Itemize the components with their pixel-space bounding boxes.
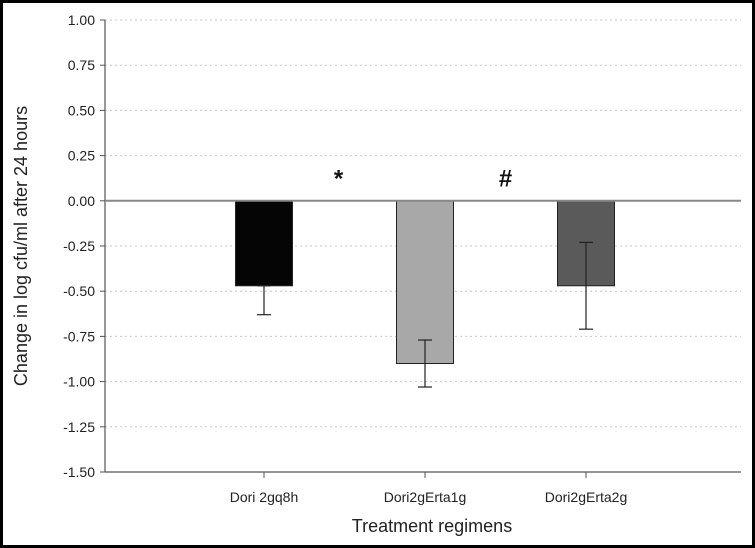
y-tick-label: -1.50 (63, 464, 95, 480)
x-tick-label: Dori2gErta2g (545, 489, 628, 505)
annotation-2: # (499, 166, 512, 193)
x-ticks: Dori 2gq8h Dori2gErta1g Dori2gErta2g (230, 472, 628, 505)
y-tick-label: 0.00 (68, 193, 95, 209)
error-bars (257, 241, 593, 388)
y-ticks: 1.00 0.75 0.50 0.25 0.00 -0.25 -0.50 -0.75 -1.00… (63, 12, 105, 480)
y-tick-label: -0.75 (63, 328, 95, 344)
annotation-1: * (334, 166, 344, 193)
y-tick-label: 1.00 (68, 12, 95, 28)
y-tick-label: -0.50 (63, 283, 95, 299)
y-tick-label: 0.75 (68, 57, 95, 73)
y-tick-label: -1.00 (63, 374, 95, 390)
y-axis-title: Change in log cfu/ml after 24 hours (11, 106, 31, 386)
x-axis-title: Treatment regimens (352, 516, 512, 536)
bars (235, 200, 615, 365)
y-tick-label: 0.25 (68, 148, 95, 164)
bar-2 (396, 200, 454, 365)
bar-1 (235, 200, 293, 287)
annotations: * # (334, 166, 512, 193)
x-tick-label: Dori 2gq8h (230, 489, 299, 505)
x-tick-label: Dori2gErta1g (384, 489, 467, 505)
y-tick-label: 0.50 (68, 102, 95, 118)
y-tick-label: -0.25 (63, 238, 95, 254)
y-tick-label: -1.25 (63, 419, 95, 435)
grid-lines (105, 19, 741, 473)
